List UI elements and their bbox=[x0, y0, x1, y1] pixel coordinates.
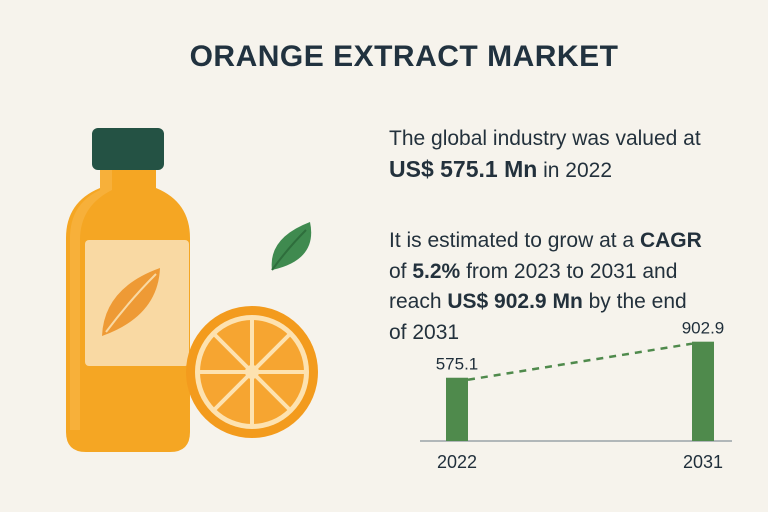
cagr-label: CAGR bbox=[639, 229, 702, 252]
market-bar-chart: 575.1 2022 902.9 2031 bbox=[420, 319, 732, 472]
growth-text: It is estimated to grow at a CAGR of 5.2… bbox=[389, 226, 754, 348]
tick-label-2022: 2022 bbox=[437, 452, 477, 472]
cagr-value: 5.2% bbox=[412, 259, 461, 283]
tick-label-2031: 2031 bbox=[683, 452, 723, 472]
data-label-2022: 575.1 bbox=[436, 355, 479, 374]
bar-2031 bbox=[692, 341, 714, 441]
of-word: of bbox=[389, 259, 413, 283]
year-2022-text: in 2022 bbox=[537, 159, 613, 182]
orange-slice-icon bbox=[186, 222, 318, 438]
market-stats: The global industry was valued at US$ 57… bbox=[389, 124, 754, 348]
grow-prefix: It is estimated to grow at a bbox=[389, 229, 640, 252]
bar-2022 bbox=[446, 377, 468, 441]
bottle-icon bbox=[66, 128, 190, 452]
value-2031: US$ 902.9 Mn bbox=[447, 290, 583, 313]
reach-word: reach bbox=[389, 290, 448, 313]
valuation-intro: The global industry was valued at bbox=[389, 127, 701, 150]
valuation-text: The global industry was valued at US$ 57… bbox=[389, 124, 754, 186]
period-text: from 2023 to 2031 and bbox=[460, 259, 678, 283]
page-title: ORANGE EXTRACT MARKET bbox=[189, 40, 619, 73]
data-label-2031: 902.9 bbox=[682, 319, 725, 338]
end-text: by the end bbox=[582, 290, 687, 313]
trend-line bbox=[467, 342, 693, 381]
value-2022: US$ 575.1 Mn bbox=[389, 156, 538, 182]
end-year: of 2031 bbox=[389, 320, 460, 344]
orange-extract-illustration bbox=[66, 128, 318, 452]
